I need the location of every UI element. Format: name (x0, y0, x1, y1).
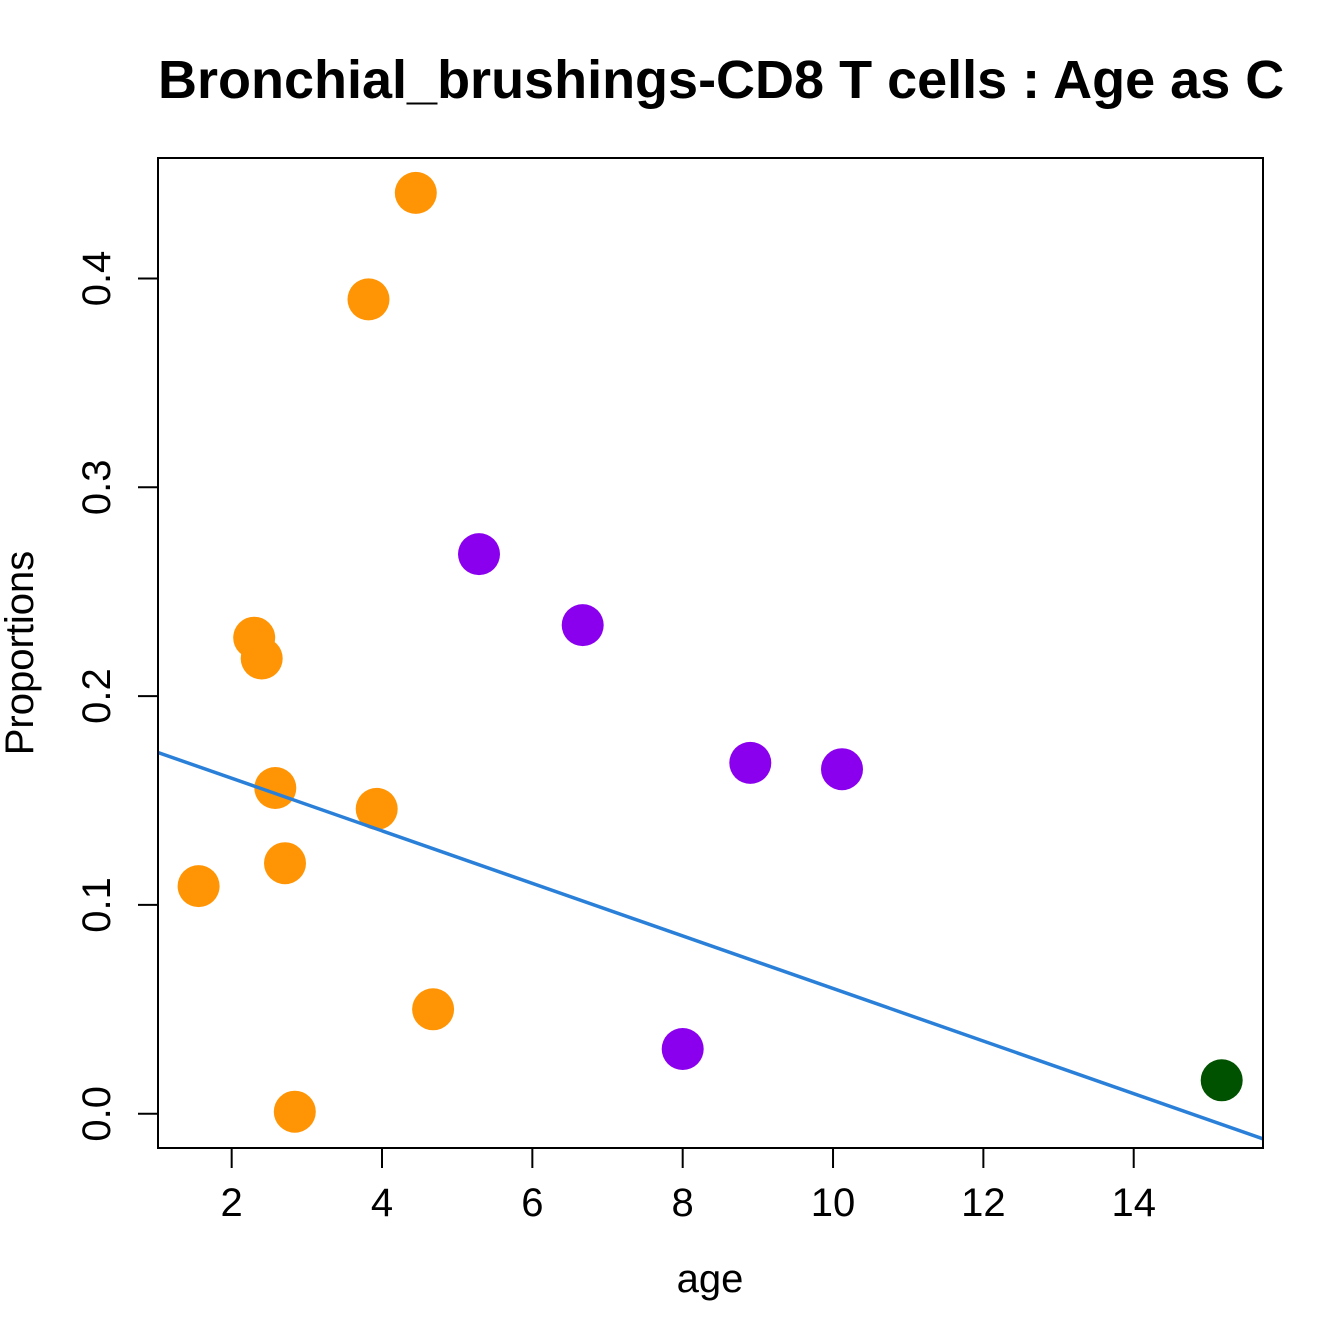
x-tick-label: 10 (811, 1181, 856, 1225)
data-point-orange (412, 988, 455, 1031)
data-point-orange (240, 637, 283, 680)
data-point-orange (394, 171, 437, 214)
y-axis: 0.0 0.1 0.2 0.3 0.4 (75, 251, 159, 1142)
data-point-orange (347, 278, 390, 321)
x-tick-label: 2 (221, 1181, 243, 1225)
data-point-orange (177, 865, 220, 908)
data-point-purple (661, 1028, 704, 1070)
y-axis-label: Proportions (0, 551, 42, 756)
y-tick-label: 0.1 (75, 877, 119, 933)
x-tick-label: 4 (371, 1181, 393, 1225)
data-point-orange (264, 842, 306, 885)
x-tick-label: 6 (521, 1181, 543, 1225)
x-tick-label: 8 (672, 1181, 694, 1225)
regression-line (158, 750, 1263, 1141)
plot-frame (157, 157, 1264, 1149)
y-tick-label: 0.2 (75, 668, 119, 724)
data-point-purple (729, 741, 772, 784)
y-tick-label: 0.4 (75, 251, 119, 307)
chart-title: Bronchial_brushings-CD8 T cells : Age as… (158, 50, 1284, 110)
data-point-green (1200, 1059, 1243, 1102)
data-point-orange (273, 1090, 316, 1133)
data-point-purple (561, 604, 604, 647)
x-tick-label: 14 (1111, 1181, 1156, 1225)
y-tick-label: 0.0 (75, 1086, 119, 1142)
x-tick-label: 12 (961, 1181, 1006, 1225)
plot-area (158, 171, 1263, 1141)
x-axis-label: age (677, 1257, 744, 1301)
data-point-orange (355, 787, 398, 830)
y-tick-label: 0.3 (75, 459, 119, 515)
data-point-purple (458, 533, 500, 576)
data-point-purple (821, 748, 863, 791)
x-axis: 2 4 6 8 10 12 14 (221, 1147, 1156, 1225)
